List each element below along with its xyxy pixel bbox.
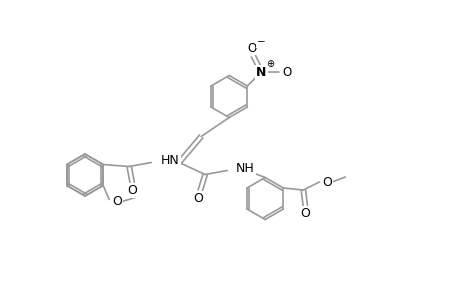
Text: −: − [257, 37, 265, 47]
Text: O: O [322, 176, 331, 188]
Text: NH: NH [235, 162, 254, 175]
Text: O: O [247, 41, 257, 55]
Text: HN: HN [161, 154, 179, 167]
Text: ⊕: ⊕ [266, 59, 274, 69]
Text: O: O [282, 65, 291, 79]
Text: O: O [193, 192, 203, 205]
Text: O: O [300, 208, 310, 220]
Text: N: N [256, 65, 266, 79]
Text: O: O [127, 184, 137, 197]
Text: O: O [112, 195, 122, 208]
